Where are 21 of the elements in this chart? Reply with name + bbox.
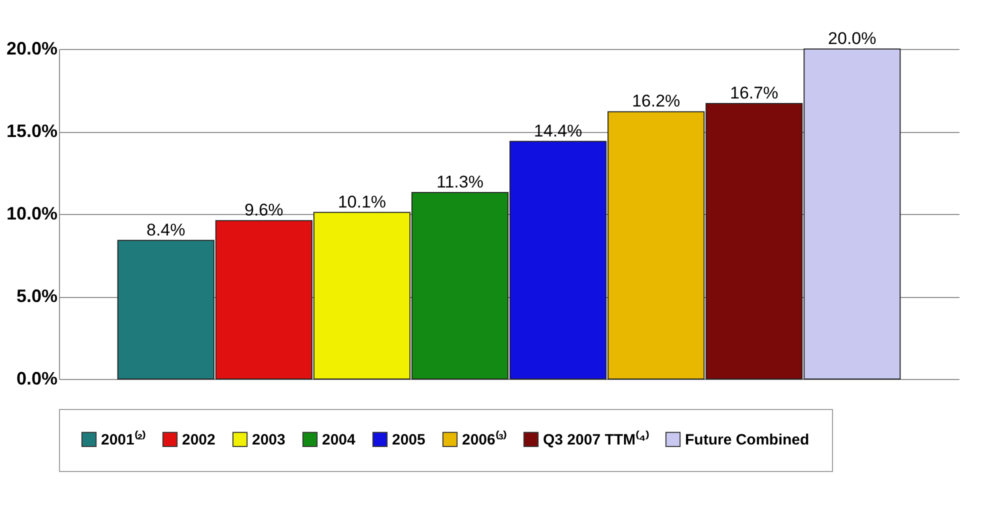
data-label: 14.4% bbox=[534, 121, 582, 140]
data-label: 16.2% bbox=[632, 92, 680, 111]
data-label: 8.4% bbox=[146, 220, 186, 240]
y-tick-label: 0.0% bbox=[16, 368, 58, 388]
legend-label: 2005 bbox=[392, 431, 426, 448]
legend-label: Future Combined bbox=[685, 431, 810, 448]
data-label: 10.1% bbox=[338, 192, 386, 212]
y-tick-label: 15.0% bbox=[6, 121, 58, 141]
y-tick-label: 20.0% bbox=[6, 38, 58, 58]
legend-label: Q3 2007 TTM⁽⁴⁾ bbox=[543, 430, 649, 448]
legend-label: 2006⁽³⁾ bbox=[462, 430, 506, 448]
y-tick-label: 5.0% bbox=[16, 286, 58, 306]
legend-label: 2002 bbox=[182, 431, 216, 448]
data-label: 20.0% bbox=[828, 29, 876, 48]
data-label: 11.3% bbox=[436, 172, 484, 192]
data-label: 16.7% bbox=[730, 83, 778, 102]
legend-label: 2003 bbox=[252, 431, 286, 448]
data-label: 9.6% bbox=[244, 200, 284, 220]
legend-label: 2001⁽²⁾ bbox=[101, 430, 146, 448]
y-tick-label: 10.0% bbox=[6, 204, 58, 224]
legend-label: 2004 bbox=[322, 431, 356, 448]
